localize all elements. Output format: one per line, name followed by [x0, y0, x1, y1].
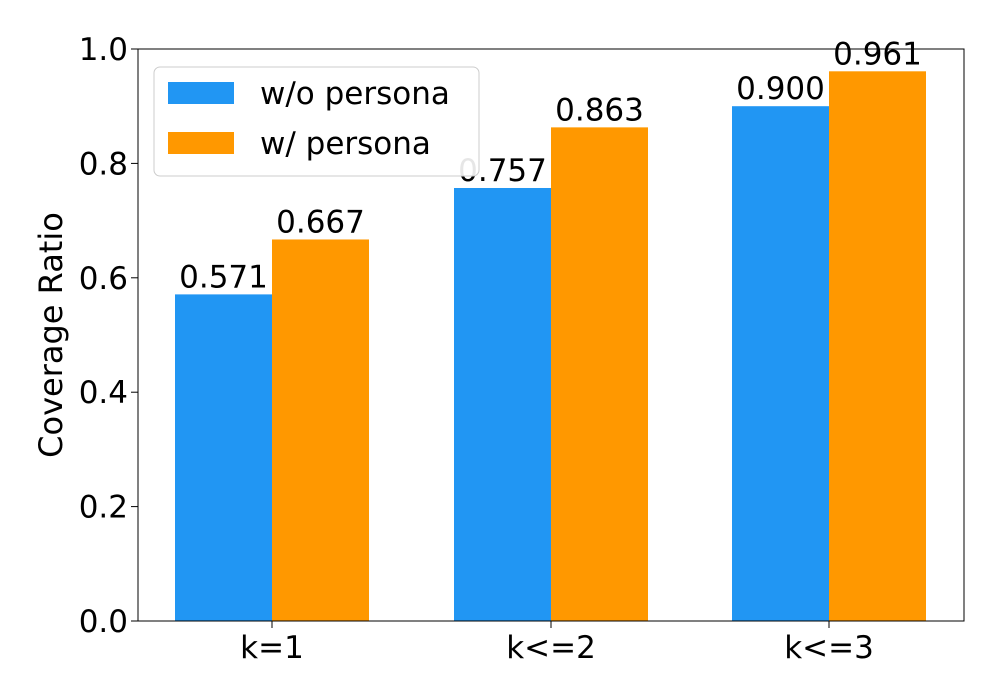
x-tick-label-2: k<=2 [506, 630, 596, 666]
y-tick-label-2: 0.2 [79, 490, 128, 526]
x-axis: k=1 k<=2 k<=3 [240, 621, 874, 666]
y-tick-label-1: 0.0 [79, 604, 128, 640]
bar-without-persona-3 [732, 106, 829, 621]
legend-swatch-without-persona [168, 82, 234, 104]
bar-with-persona-1 [272, 239, 369, 621]
bars-layer [175, 71, 926, 622]
y-tick-label-6: 1.0 [79, 32, 128, 68]
legend: w/o persona w/ persona [153, 66, 480, 177]
y-axis-label: Coverage Ratio [32, 212, 70, 458]
x-tick-label-1: k=1 [240, 630, 304, 666]
y-tick-label-5: 0.8 [79, 146, 128, 182]
legend-label-with-persona: w/ persona [260, 126, 431, 162]
value-label-with-persona-1: 0.667 [276, 204, 365, 240]
y-tick-label-3: 0.4 [79, 375, 128, 411]
legend-box [153, 66, 480, 177]
bar-without-persona-1 [175, 294, 272, 621]
value-label-without-persona-1: 0.571 [179, 259, 268, 295]
bar-with-persona-3 [829, 71, 926, 622]
legend-label-without-persona: w/o persona [260, 76, 450, 112]
bar-without-persona-2 [454, 187, 551, 621]
value-label-with-persona-3: 0.961 [833, 36, 922, 72]
bar-with-persona-2 [551, 127, 648, 621]
x-tick-label-3: k<=3 [784, 630, 874, 666]
y-tick-label-4: 0.6 [79, 261, 128, 297]
legend-swatch-with-persona [168, 132, 234, 154]
value-label-without-persona-3: 0.900 [736, 71, 825, 107]
y-axis: 0.0 0.2 0.4 0.6 0.8 1.0 [79, 32, 138, 640]
value-label-with-persona-2: 0.863 [555, 92, 644, 128]
